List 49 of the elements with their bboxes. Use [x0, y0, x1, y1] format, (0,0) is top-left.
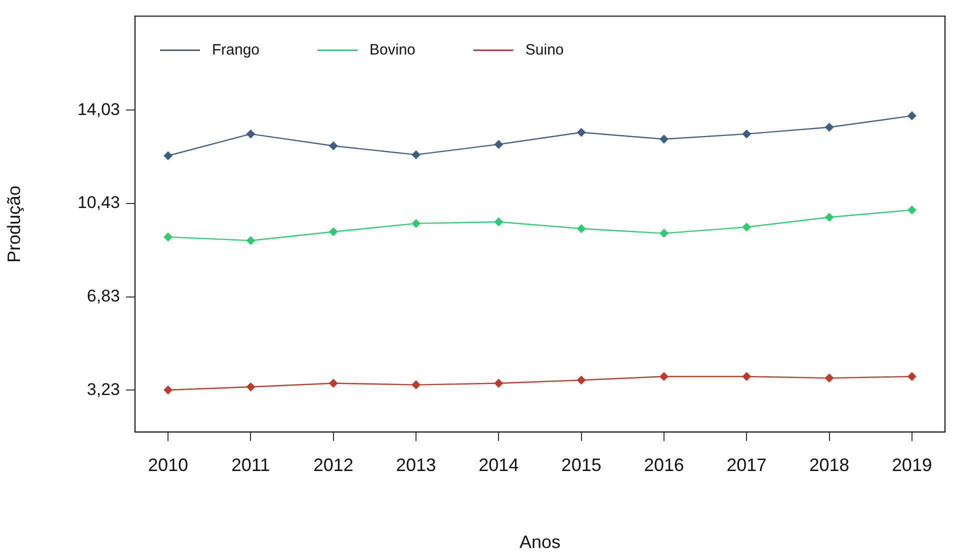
- point: [494, 217, 504, 226]
- point: [412, 380, 421, 390]
- x-tick-label: 2015: [561, 454, 602, 475]
- point: [164, 385, 173, 394]
- y-axis-title: Produção: [4, 186, 24, 263]
- point: [164, 151, 173, 160]
- x-tick-label: 2013: [396, 454, 436, 475]
- point: [907, 372, 916, 381]
- x-tick-label: 2014: [478, 454, 519, 475]
- point: [659, 134, 668, 144]
- legend-label: Suino: [525, 41, 564, 58]
- point: [576, 224, 586, 234]
- y-tick-label: 3,23: [86, 380, 120, 399]
- y-tick-label: 14,03: [77, 100, 120, 119]
- legend-label: Frango: [212, 41, 260, 58]
- y-tick-label: 6,83: [86, 286, 120, 306]
- point: [412, 218, 421, 228]
- point: [494, 378, 504, 388]
- point: [412, 150, 421, 160]
- x-tick-label: 2018: [809, 454, 850, 475]
- point: [576, 376, 586, 385]
- point: [494, 140, 504, 149]
- point: [164, 232, 173, 242]
- point: [246, 236, 256, 246]
- point: [907, 205, 916, 214]
- point: [576, 128, 586, 137]
- point: [246, 129, 256, 138]
- point: [824, 374, 834, 383]
- point: [328, 227, 338, 236]
- point: [246, 382, 256, 392]
- point: [824, 212, 834, 222]
- point: [824, 122, 834, 132]
- point: [328, 141, 338, 150]
- x-axis-title: Anos: [519, 532, 561, 552]
- x-tick-label: 2017: [726, 454, 767, 475]
- y-tick-label: 10,43: [77, 193, 120, 212]
- point: [659, 372, 668, 381]
- point: [742, 222, 752, 232]
- x-tick-label: 2016: [644, 454, 684, 475]
- point: [742, 372, 752, 381]
- x-tick-label: 2011: [231, 454, 270, 475]
- point: [907, 111, 916, 120]
- legend-label: Bovino: [370, 41, 416, 58]
- x-tick-label: 2019: [892, 454, 932, 475]
- point: [659, 228, 668, 238]
- x-tick-label: 2012: [313, 454, 354, 475]
- x-tick-label: 2010: [148, 454, 188, 475]
- point: [328, 378, 338, 388]
- point: [742, 129, 752, 138]
